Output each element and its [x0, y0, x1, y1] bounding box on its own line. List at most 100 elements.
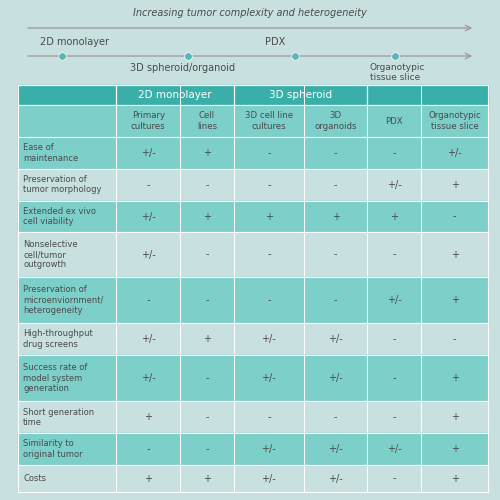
Text: -: - — [392, 474, 396, 484]
Bar — [304, 276, 368, 323]
Bar — [116, 169, 180, 200]
Text: 2D monolayer: 2D monolayer — [138, 90, 212, 100]
Text: Success rate of
model system
generation: Success rate of model system generation — [23, 364, 88, 393]
Bar — [422, 276, 488, 323]
Text: Short generation
time: Short generation time — [23, 408, 94, 427]
Bar — [180, 105, 234, 137]
Text: +: + — [450, 250, 458, 260]
Bar — [180, 355, 234, 402]
Bar — [368, 323, 422, 355]
Bar — [18, 323, 116, 355]
Text: -: - — [205, 444, 208, 454]
Text: +: + — [332, 212, 340, 222]
Text: +: + — [450, 412, 458, 422]
Bar — [422, 200, 488, 232]
Bar — [368, 465, 422, 492]
Bar — [422, 137, 488, 169]
Text: 3D
organoids: 3D organoids — [314, 112, 357, 130]
Text: -: - — [205, 295, 208, 305]
Bar — [368, 137, 422, 169]
Bar — [368, 105, 422, 137]
Text: +: + — [203, 212, 211, 222]
Bar — [234, 85, 368, 105]
Bar — [18, 169, 116, 200]
Bar — [116, 85, 234, 105]
Text: Extended ex vivo
cell viability: Extended ex vivo cell viability — [23, 207, 96, 227]
Text: Increasing tumor complexity and heterogeneity: Increasing tumor complexity and heteroge… — [133, 8, 367, 18]
Bar — [368, 85, 488, 105]
Bar — [180, 200, 234, 232]
Text: -: - — [267, 180, 270, 190]
Bar — [234, 276, 304, 323]
Bar — [18, 465, 116, 492]
Text: PDX: PDX — [386, 116, 403, 126]
Text: +/-: +/- — [328, 474, 343, 484]
Text: +/-: +/- — [448, 148, 462, 158]
Text: +/-: +/- — [328, 334, 343, 344]
Bar — [18, 85, 116, 105]
Bar — [180, 465, 234, 492]
Bar — [116, 402, 180, 433]
Bar — [116, 137, 180, 169]
Text: +/-: +/- — [141, 334, 156, 344]
Text: Ease of
maintenance: Ease of maintenance — [23, 143, 78, 163]
Text: +/-: +/- — [141, 250, 156, 260]
Text: -: - — [205, 180, 208, 190]
Text: +/-: +/- — [328, 444, 343, 454]
Bar — [304, 355, 368, 402]
Text: Organotypic
tissue slice: Organotypic tissue slice — [428, 112, 481, 130]
Bar — [422, 323, 488, 355]
Bar — [180, 402, 234, 433]
Text: -: - — [334, 412, 338, 422]
Bar — [18, 137, 116, 169]
Bar — [368, 200, 422, 232]
Bar — [234, 232, 304, 276]
Bar — [368, 276, 422, 323]
Text: -: - — [334, 148, 338, 158]
Bar — [18, 200, 116, 232]
Text: Costs: Costs — [23, 474, 46, 483]
Text: +: + — [203, 148, 211, 158]
Text: -: - — [267, 412, 270, 422]
Bar — [116, 355, 180, 402]
Text: -: - — [334, 180, 338, 190]
Bar — [234, 105, 304, 137]
Bar — [116, 200, 180, 232]
Bar — [116, 105, 180, 137]
Bar — [422, 465, 488, 492]
Bar — [116, 276, 180, 323]
Bar — [234, 169, 304, 200]
Text: +: + — [450, 180, 458, 190]
Text: +/-: +/- — [262, 474, 276, 484]
Text: -: - — [205, 373, 208, 383]
Text: +: + — [390, 212, 398, 222]
Text: -: - — [392, 334, 396, 344]
Bar — [18, 276, 116, 323]
Text: -: - — [146, 180, 150, 190]
Text: -: - — [453, 334, 456, 344]
Bar — [422, 169, 488, 200]
Text: +/-: +/- — [262, 444, 276, 454]
Text: +: + — [450, 474, 458, 484]
Text: +: + — [144, 412, 152, 422]
Text: -: - — [453, 212, 456, 222]
Bar — [304, 137, 368, 169]
Text: +: + — [450, 295, 458, 305]
Bar — [304, 465, 368, 492]
Bar — [422, 232, 488, 276]
Text: +/-: +/- — [262, 334, 276, 344]
Text: -: - — [267, 295, 270, 305]
Text: +: + — [203, 334, 211, 344]
Bar — [180, 232, 234, 276]
Text: +/-: +/- — [328, 373, 343, 383]
Bar — [18, 105, 116, 137]
Text: -: - — [146, 295, 150, 305]
Text: Nonselective
cell/tumor
outgrowth: Nonselective cell/tumor outgrowth — [23, 240, 78, 270]
Text: +: + — [203, 474, 211, 484]
Bar — [304, 402, 368, 433]
Text: Preservation of
tumor morphology: Preservation of tumor morphology — [23, 175, 102, 195]
Text: +/-: +/- — [387, 295, 402, 305]
Text: 3D spheroid/organoid: 3D spheroid/organoid — [130, 63, 235, 73]
Text: +: + — [265, 212, 273, 222]
Bar — [304, 169, 368, 200]
